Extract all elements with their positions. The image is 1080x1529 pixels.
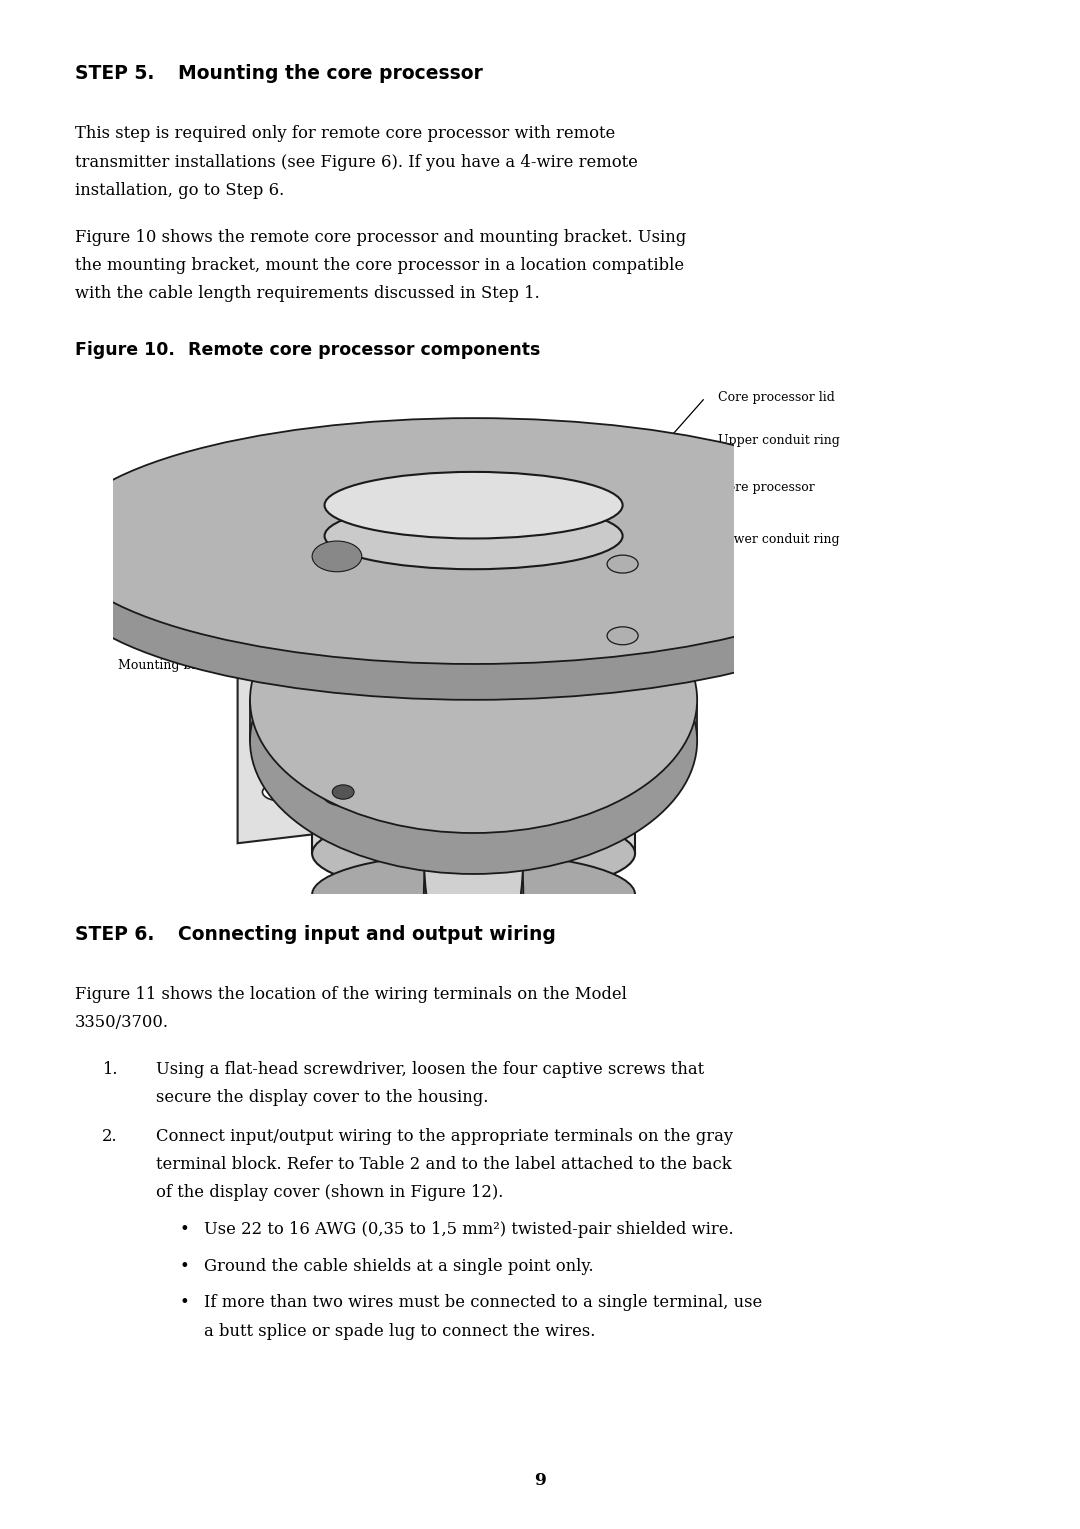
Text: •: • — [179, 1295, 189, 1312]
Ellipse shape — [249, 567, 698, 833]
Ellipse shape — [607, 555, 638, 573]
Text: Connecting input and output wiring: Connecting input and output wiring — [177, 925, 555, 943]
Text: If more than two wires must be connected to a single terminal, use: If more than two wires must be connected… — [203, 1295, 761, 1312]
Ellipse shape — [312, 853, 635, 936]
Text: installation, go to Step 6.: installation, go to Step 6. — [75, 182, 284, 199]
Text: Remote core processor components: Remote core processor components — [188, 341, 541, 359]
Polygon shape — [238, 443, 324, 844]
Polygon shape — [324, 535, 343, 572]
Ellipse shape — [247, 534, 291, 579]
Ellipse shape — [312, 541, 362, 572]
Bar — [324, 505, 622, 535]
Ellipse shape — [306, 769, 380, 815]
Bar — [312, 648, 635, 853]
Ellipse shape — [423, 720, 523, 986]
Bar — [249, 700, 698, 742]
Bar — [430, 628, 492, 670]
Text: Core processor: Core processor — [718, 482, 815, 494]
Ellipse shape — [300, 534, 374, 579]
Text: with the cable length requirements discussed in Step 1.: with the cable length requirements discu… — [75, 284, 540, 303]
Ellipse shape — [324, 503, 622, 569]
Text: •: • — [179, 1258, 189, 1275]
Ellipse shape — [272, 491, 291, 500]
Text: secure the display cover to the housing.: secure the display cover to the housing. — [156, 1089, 488, 1107]
Text: •: • — [179, 1222, 189, 1238]
Text: Figure 10 shows the remote core processor and mounting bracket. Using: Figure 10 shows the remote core processo… — [75, 228, 686, 246]
Text: Connect input/output wiring to the appropriate terminals on the gray: Connect input/output wiring to the appro… — [156, 1127, 733, 1145]
Text: 2.: 2. — [102, 1127, 118, 1145]
Bar — [57, 541, 890, 576]
Ellipse shape — [423, 761, 523, 1027]
Ellipse shape — [324, 613, 622, 685]
Bar — [262, 535, 350, 576]
Text: a butt splice or spade lug to connect the wires.: a butt splice or spade lug to connect th… — [203, 1323, 595, 1339]
Bar — [324, 535, 622, 648]
Text: STEP 5.: STEP 5. — [75, 64, 154, 83]
Text: Figure 10.: Figure 10. — [75, 341, 175, 359]
Ellipse shape — [607, 627, 638, 645]
Text: Using a flat-head screwdriver, loosen the four captive screws that: Using a flat-head screwdriver, loosen th… — [156, 1061, 704, 1078]
Text: the mounting bracket, mount the core processor in a location compatible: the mounting bracket, mount the core pro… — [75, 257, 684, 274]
Text: Figure 11 shows the location of the wiring terminals on the Model: Figure 11 shows the location of the wiri… — [75, 986, 626, 1003]
Ellipse shape — [57, 454, 890, 700]
Ellipse shape — [262, 486, 300, 505]
Text: transmitter installations (see Figure 6). If you have a 4-wire remote: transmitter installations (see Figure 6)… — [75, 153, 638, 171]
Ellipse shape — [333, 784, 354, 800]
Ellipse shape — [324, 472, 622, 538]
Text: Mounting the core processor: Mounting the core processor — [177, 64, 483, 83]
Ellipse shape — [57, 417, 890, 664]
Text: of the display cover (shown in Figure 12).: of the display cover (shown in Figure 12… — [156, 1183, 503, 1202]
Text: Lower conduit ring: Lower conduit ring — [718, 534, 840, 546]
Text: Ground the cable shields at a single point only.: Ground the cable shields at a single poi… — [203, 1258, 593, 1275]
Text: terminal block. Refer to Table 2 and to the label attached to the back: terminal block. Refer to Table 2 and to … — [156, 1156, 732, 1173]
Bar — [423, 853, 523, 894]
Ellipse shape — [322, 778, 365, 806]
Text: STEP 6.: STEP 6. — [75, 925, 154, 943]
Text: Core processor lid: Core processor lid — [718, 391, 835, 404]
Ellipse shape — [312, 607, 635, 690]
Ellipse shape — [324, 500, 622, 572]
Text: 9: 9 — [535, 1472, 545, 1489]
Text: 3350/3700.: 3350/3700. — [75, 1015, 168, 1032]
Text: Use 22 to 16 AWG (0,35 to 1,5 mm²) twisted-pair shielded wire.: Use 22 to 16 AWG (0,35 to 1,5 mm²) twist… — [203, 1222, 733, 1238]
Polygon shape — [324, 450, 343, 833]
Text: 1.: 1. — [102, 1061, 118, 1078]
Text: This step is required only for remote core processor with remote: This step is required only for remote co… — [75, 125, 616, 142]
Ellipse shape — [312, 812, 635, 894]
Text: End-cap: End-cap — [669, 593, 720, 605]
Ellipse shape — [262, 783, 300, 801]
Ellipse shape — [324, 472, 622, 538]
Polygon shape — [312, 731, 343, 772]
Text: Mounting bracket: Mounting bracket — [118, 659, 232, 671]
Text: Upper conduit ring: Upper conduit ring — [718, 434, 840, 446]
Ellipse shape — [272, 787, 291, 797]
Ellipse shape — [249, 607, 698, 875]
